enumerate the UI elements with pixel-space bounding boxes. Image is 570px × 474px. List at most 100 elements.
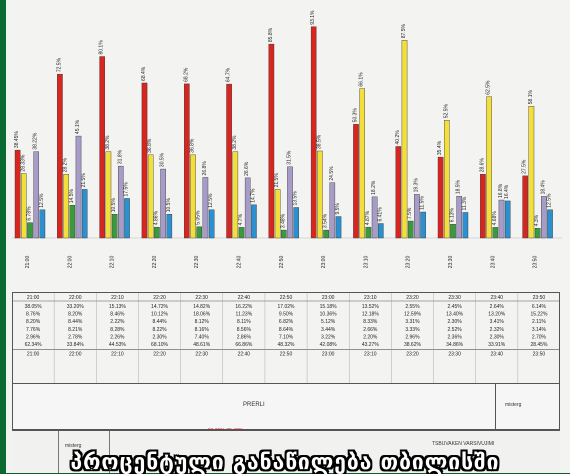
table-cell-3-1: 8.21%	[68, 327, 83, 333]
bar-s0-12	[522, 175, 528, 239]
footer-strip: misterg TSBUVAKEN VARSIVUJIMI	[12, 430, 560, 473]
bar-label-s4-6: 13.5%	[293, 191, 299, 206]
table-cell-4-8: 2.20%	[363, 334, 378, 340]
table-header-12: 23:50	[533, 295, 546, 301]
bar-s0-1	[57, 73, 63, 239]
bar-s3-11	[498, 199, 505, 239]
table-cell-5-9: 38.62%	[404, 342, 422, 348]
bar-label-s2-5: 4.7%	[238, 213, 244, 225]
table-cell-1-11: 13.20%	[488, 312, 506, 318]
table-cell-3-6: 8.64%	[279, 327, 294, 333]
bar-label-s2-1: 14.5%	[69, 188, 75, 203]
table-cell-3-10: 2.52%	[448, 327, 463, 333]
bar-s1-4	[190, 154, 196, 239]
bar-s3-8	[371, 196, 378, 239]
bar-label-s4-11: 16.4%	[504, 184, 510, 199]
table-cell-3-11: 2.32%	[490, 327, 505, 333]
table-cell-5-10: 34.86%	[446, 342, 464, 348]
bar-s1-0	[20, 173, 27, 239]
bar-s4-4	[208, 209, 215, 239]
table-cell-5-3: 68.10%	[151, 342, 169, 348]
bar-label-s0-2: 80.1%	[99, 40, 105, 55]
bar-label-s1-10: 52.5%	[443, 104, 449, 119]
table-cell-2-10: 2.30%	[448, 319, 463, 325]
bar-label-s1-3: 36.8%	[147, 138, 153, 153]
bar-s1-2	[105, 151, 112, 239]
table-cell-4-1: 2.78%	[68, 334, 83, 340]
table-header-10: 23:30	[448, 295, 461, 301]
table-cell-0-3: 14.72%	[151, 304, 169, 310]
table-header-5: 22:40	[238, 295, 251, 301]
bar-s2-5	[238, 227, 245, 239]
bar-s0-2	[99, 56, 105, 239]
bar-label-s2-6: 3.48%	[280, 213, 286, 228]
x-tick-label-5: 22:40	[237, 256, 243, 269]
table-cell-4-10: 2.36%	[448, 334, 463, 340]
table-footer-9: 23:20	[406, 352, 419, 358]
table-cell-0-2: 15.13%	[109, 304, 127, 310]
bar-label-s0-5: 64.7%	[226, 67, 232, 82]
table-cell-5-12: 28.45%	[530, 342, 548, 348]
table-footer-6: 22:50	[280, 352, 293, 358]
bar-label-s1-6: 21.5%	[274, 173, 280, 188]
x-tick-label-4: 22:30	[194, 256, 200, 269]
table-header-9: 23:20	[406, 295, 419, 301]
table-cell-0-12: 6.14%	[532, 304, 547, 310]
bar-label-s4-5: 14.7%	[250, 188, 256, 203]
bar-s1-12	[528, 106, 535, 239]
bar-s2-10	[450, 224, 456, 239]
bar-s4-9	[420, 211, 426, 239]
table-cell-2-6: 6.82%	[279, 319, 294, 325]
bar-label-s0-6: 85.8%	[268, 27, 274, 42]
table-cell-1-0: 8.76%	[26, 312, 41, 318]
table-cell-2-7: 5.12%	[321, 319, 336, 325]
table-footer-11: 23:40	[491, 352, 504, 358]
table-footer-1: 22:00	[69, 352, 82, 358]
bar-label-s0-11: 28.6%	[479, 158, 485, 173]
bar-s1-5	[232, 151, 239, 239]
bar-label-s3-11: 16.8%	[498, 183, 504, 198]
bar-label-s4-0: 12.5%	[39, 193, 45, 208]
bar-label-s4-9: 11.5%	[420, 196, 426, 210]
lower-section: PRERLI misterg 91.96% 35.40%	[12, 384, 560, 434]
table-cell-1-4: 18.06%	[193, 312, 211, 318]
table-footer-0: 21:00	[27, 352, 40, 358]
bar-label-s4-7: 9.5%	[335, 203, 341, 215]
bar-label-s1-11: 62.5%	[486, 80, 492, 95]
bar-s3-3	[160, 168, 166, 239]
table-cell-0-1: 33.20%	[67, 304, 85, 310]
table-header-2: 22:10	[111, 295, 124, 301]
table-cell-5-11: 33.91%	[488, 342, 506, 348]
bar-s4-2	[124, 198, 130, 239]
bar-label-s2-3: 4.86%	[153, 210, 159, 225]
bar-s0-10	[437, 156, 444, 239]
bar-s0-7	[310, 26, 317, 239]
table-cell-5-8: 43.27%	[362, 342, 380, 348]
table-cell-3-9: 3.33%	[405, 327, 420, 333]
bar-s0-5	[226, 83, 232, 239]
table-cell-0-11: 2.64%	[490, 304, 505, 310]
table-cell-5-4: 48.61%	[193, 342, 211, 348]
table-cell-2-5: 8.11%	[237, 319, 251, 325]
bar-s3-7	[329, 182, 336, 239]
bar-s0-6	[268, 43, 275, 239]
table-cell-2-4: 8.12%	[195, 319, 210, 325]
table-cell-0-5: 16.22%	[235, 304, 253, 310]
table-cell-4-12: 2.70%	[532, 334, 547, 340]
bar-s0-3	[141, 82, 148, 239]
bar-s0-0	[14, 149, 21, 239]
footer-left-label: misterg	[65, 443, 82, 449]
bar-label-s0-9: 40.2%	[395, 130, 401, 145]
bar-s0-11	[480, 174, 486, 239]
table-cell-4-4: 7.40%	[195, 334, 210, 340]
table-cell-2-9: 3.31%	[405, 319, 420, 325]
bar-label-s0-3: 68.4%	[141, 66, 147, 81]
bar-label-s4-10: 11.3%	[462, 196, 468, 210]
bar-s4-10	[462, 212, 469, 239]
table-cell-2-8: 8.33%	[363, 319, 378, 325]
table-footer-12: 23:50	[533, 352, 546, 358]
table-cell-4-7: 3.22%	[321, 334, 336, 340]
table-cell-1-1: 8.20%	[68, 312, 83, 318]
bar-s1-7	[317, 150, 323, 239]
table-footer-8: 23:10	[364, 352, 377, 358]
